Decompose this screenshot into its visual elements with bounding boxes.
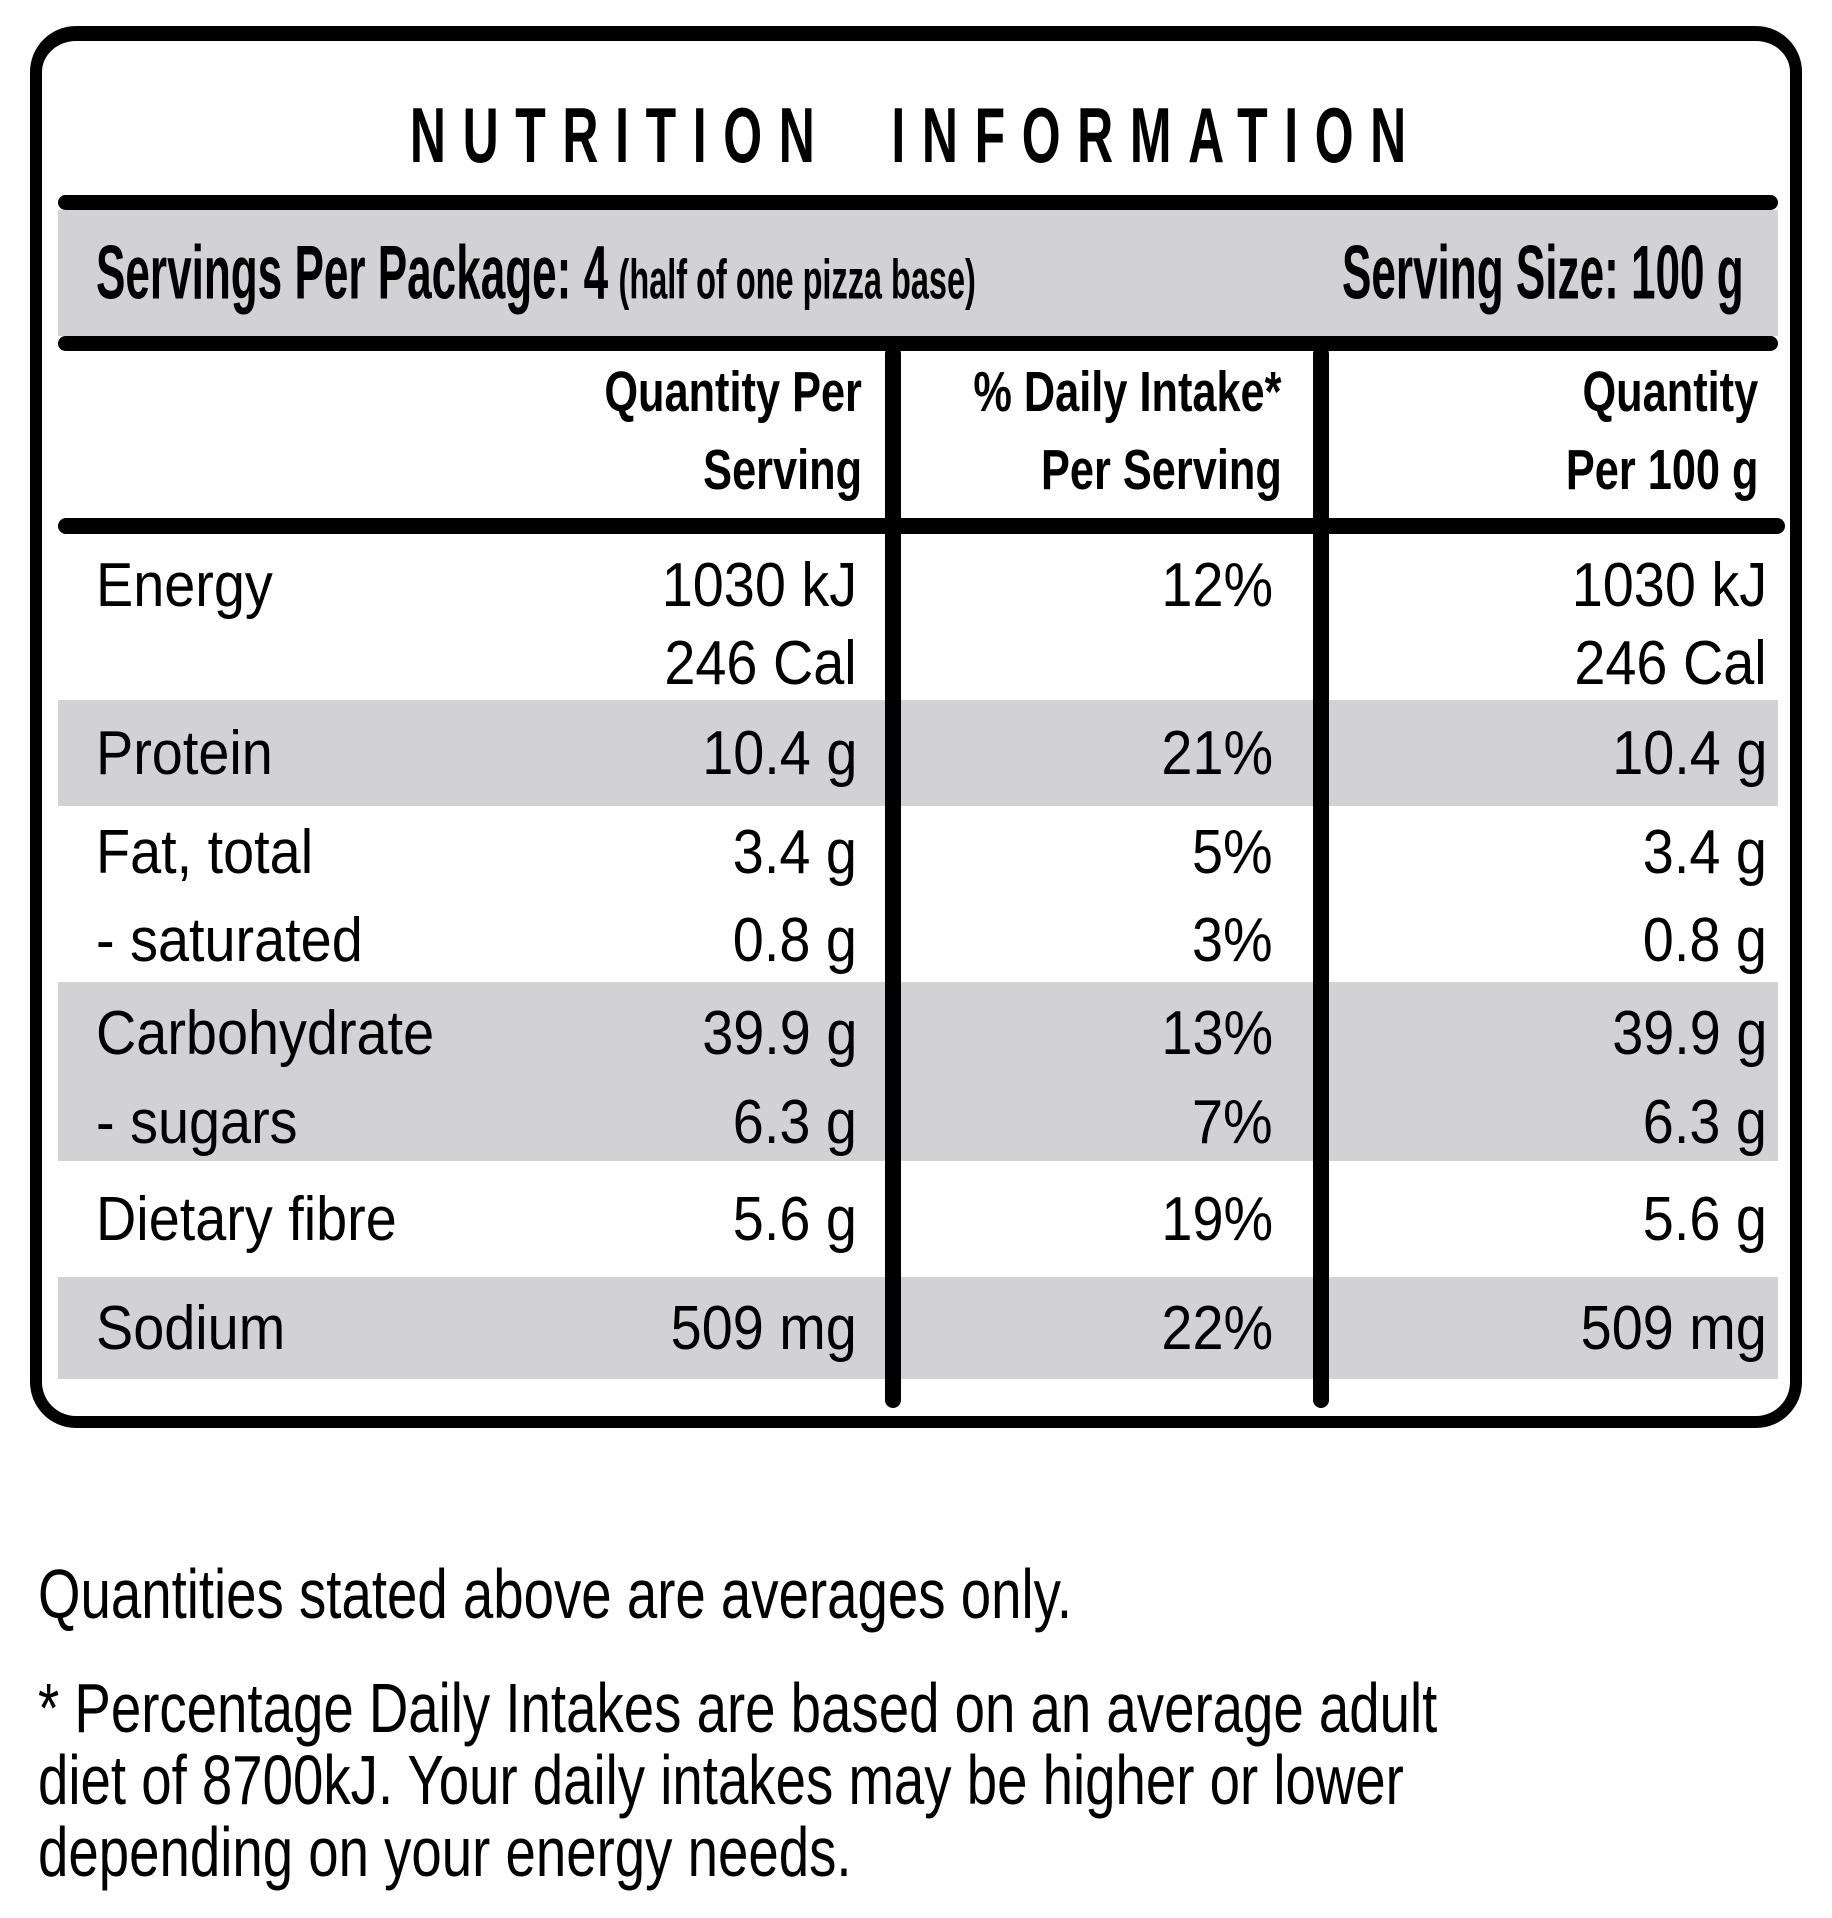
- qty-per-100g-value: 3.4 g: [1642, 817, 1767, 887]
- qty-per-serving-value: 6.3 g: [732, 1088, 857, 1157]
- qty-per-serving-value: 3.4 g: [732, 817, 857, 887]
- qty-per-serving-value: 10.4 g: [701, 718, 857, 788]
- servings-per-package-label: Servings Per Package: 4: [96, 230, 609, 316]
- horizontal-rule-below-headers: [58, 518, 1785, 534]
- panel-title-row: NUTRITION INFORMATION: [42, 69, 1790, 201]
- horizontal-rule-top: [58, 195, 1778, 210]
- qty-per-100g-value: 509 mg: [1580, 1293, 1767, 1363]
- qty-per-100g-value: 6.3 g: [1642, 1088, 1767, 1157]
- nutrition-information-panel: NUTRITION INFORMATION Servings Per Packa…: [30, 26, 1802, 1428]
- pct-daily-intake-value: 19%: [1161, 1184, 1273, 1254]
- footnote-averages: Quantities stated above are averages onl…: [38, 1555, 1072, 1633]
- column-header-line: Serving: [703, 438, 862, 502]
- servings-package-note: (half of one pizza base): [618, 247, 976, 311]
- qty-per-100g-value: 0.8 g: [1642, 905, 1767, 975]
- footnote-daily-intake: * Percentage Daily Intakes are based on …: [38, 1672, 1832, 1888]
- qty-per-serving-value: 509 mg: [670, 1293, 857, 1363]
- qty-per-100g-value: 1030 kJ 246 Cal: [1571, 551, 1767, 698]
- panel-title: NUTRITION INFORMATION: [409, 90, 1423, 179]
- column-divider-2: [1313, 346, 1329, 1408]
- pct-daily-intake-value: 3%: [1192, 905, 1273, 975]
- nutrient-row-fat-total: Fat, total 3.4 g 5% 3.4 g: [58, 806, 1778, 898]
- nutrient-label: Energy: [96, 551, 273, 620]
- servings-per-package: Servings Per Package: 4 (half of one pizz…: [96, 230, 976, 317]
- nutrient-label: - saturated: [96, 905, 363, 975]
- nutrient-row-saturated-fat: - saturated 0.8 g 3% 0.8 g: [58, 898, 1778, 982]
- nutrient-row-sodium: Sodium 509 mg 22% 509 mg: [58, 1277, 1778, 1379]
- pct-daily-intake-value: 13%: [1161, 998, 1273, 1068]
- nutrient-label: Fat, total: [96, 817, 314, 887]
- nutrient-row-dietary-fibre: Dietary fibre 5.6 g 19% 5.6 g: [58, 1161, 1778, 1277]
- footnote-line: depending on your energy needs.: [38, 1813, 852, 1891]
- servings-band: Servings Per Package: 4 (half of one pizz…: [58, 210, 1778, 336]
- pct-daily-intake-value: 7%: [1192, 1088, 1273, 1157]
- qty-per-100g-value: 10.4 g: [1611, 718, 1767, 788]
- serving-size: Serving Size: 100 g: [1342, 230, 1744, 316]
- nutrient-table: Energy 1030 kJ 246 Cal 12% 1030 kJ 246 C…: [58, 535, 1778, 1379]
- nutrient-label: Dietary fibre: [96, 1184, 397, 1254]
- column-header-qty-per-serving: Quantity Per Serving: [523, 353, 862, 509]
- qty-per-100g-value: 5.6 g: [1642, 1184, 1767, 1254]
- column-header-line: Quantity Per: [604, 360, 862, 424]
- qty-per-100g-value: 39.9 g: [1611, 998, 1767, 1068]
- footnote-line: diet of 8700kJ. Your daily intakes may b…: [38, 1741, 1404, 1819]
- pct-daily-intake-value: 5%: [1192, 817, 1273, 887]
- nutrient-label: - sugars: [96, 1088, 298, 1157]
- qty-per-serving-value: 5.6 g: [732, 1184, 857, 1254]
- horizontal-rule-mid: [58, 336, 1778, 351]
- column-header-qty-per-100g: Quantity Per 100 g: [1505, 353, 1758, 509]
- nutrient-label: Carbohydrate: [96, 998, 435, 1068]
- column-header-line: Per 100 g: [1565, 438, 1758, 502]
- qty-per-serving-value: 1030 kJ 246 Cal: [661, 551, 857, 698]
- pct-daily-intake-value: 12%: [1161, 551, 1273, 620]
- nutrient-label: Protein: [96, 718, 273, 788]
- nutrient-row-sugars: - sugars 6.3 g 7% 6.3 g: [58, 1084, 1778, 1161]
- column-header-line: Quantity: [1582, 360, 1758, 424]
- pct-daily-intake-value: 22%: [1161, 1293, 1273, 1363]
- column-header-line: % Daily Intake*: [973, 360, 1282, 424]
- column-header-pct-daily-intake: % Daily Intake* Per Serving: [876, 353, 1282, 509]
- column-divider-1: [885, 346, 901, 1408]
- column-header-line: Per Serving: [1041, 438, 1282, 502]
- nutrient-row-carbohydrate: Carbohydrate 39.9 g 13% 39.9 g: [58, 982, 1778, 1084]
- qty-per-serving-value: 0.8 g: [732, 905, 857, 975]
- nutrient-label: Sodium: [96, 1293, 286, 1363]
- pct-daily-intake-value: 21%: [1161, 718, 1273, 788]
- qty-per-serving-value: 39.9 g: [701, 998, 857, 1068]
- footnote-line: * Percentage Daily Intakes are based on …: [38, 1669, 1438, 1747]
- nutrient-row-energy: Energy 1030 kJ 246 Cal 12% 1030 kJ 246 C…: [58, 535, 1778, 700]
- nutrient-row-protein: Protein 10.4 g 21% 10.4 g: [58, 700, 1778, 806]
